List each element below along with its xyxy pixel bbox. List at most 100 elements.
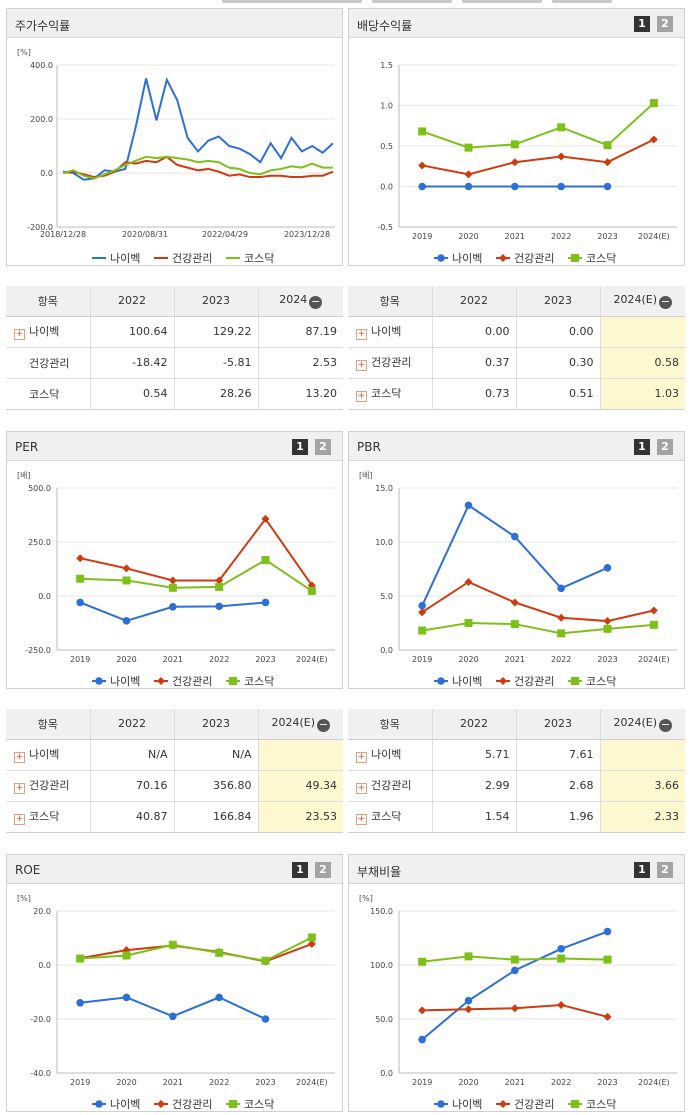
value-cell: 0.54 xyxy=(89,378,174,410)
series-line-nivec xyxy=(62,77,334,181)
y-tick-label: 15.0 xyxy=(375,484,393,493)
value-cell: 40.87 xyxy=(89,801,174,833)
expand-plus-icon[interactable]: + xyxy=(14,814,25,825)
expand-plus-icon[interactable]: + xyxy=(356,391,367,402)
series-health-point xyxy=(261,514,270,523)
value-cell: 87.19 xyxy=(257,316,343,348)
y-tick-label: 200.0 xyxy=(30,115,53,124)
page-1-button[interactable]: 1 xyxy=(292,862,308,878)
expand-plus-icon[interactable]: + xyxy=(356,814,367,825)
y-tick-label: 150.0 xyxy=(370,907,393,916)
collapse-icon[interactable]: − xyxy=(317,717,331,732)
header-label: 2023 xyxy=(544,294,572,308)
expand-plus-icon[interactable]: + xyxy=(14,783,25,794)
series-health-point xyxy=(122,946,131,955)
series-health-point xyxy=(464,577,473,586)
page-1-button[interactable]: 1 xyxy=(634,439,650,455)
series-health-point xyxy=(510,158,519,167)
series-nivec-point xyxy=(169,603,177,611)
expand-plus-icon[interactable]: + xyxy=(356,329,367,340)
series-nivec-point xyxy=(261,598,270,607)
value-cell: 129.22 xyxy=(173,316,258,348)
row-label-cell: + 건강관리 xyxy=(348,347,432,379)
page-1-button[interactable]: 1 xyxy=(634,862,650,878)
y-unit-label: [%] xyxy=(17,894,31,903)
value-cell xyxy=(599,316,685,348)
page-2-button[interactable]: 2 xyxy=(657,16,673,32)
series-kosdaq-point xyxy=(122,576,131,585)
x-tick-label: 2023/12/28 xyxy=(284,230,330,239)
collapse-icon[interactable]: − xyxy=(659,294,673,309)
legend-label-nivec: 나이벡 xyxy=(452,252,482,265)
row-label: 건강관리 xyxy=(371,779,412,792)
page-1-button[interactable]: 1 xyxy=(634,16,650,32)
expand-plus-icon[interactable]: + xyxy=(14,752,25,763)
y-tick-label: -40.0 xyxy=(30,1069,51,1078)
x-tick-label: 2024(E) xyxy=(638,232,670,241)
series-line-health xyxy=(62,155,334,179)
value-cell: 0.00 xyxy=(431,316,516,348)
page-1-button[interactable]: 1 xyxy=(292,439,308,455)
value-cell: 0.51 xyxy=(515,378,600,410)
expand-plus-icon[interactable]: + xyxy=(356,360,367,371)
row-label: 코스닥 xyxy=(371,810,402,823)
legend-nivec-point xyxy=(95,1100,103,1108)
legend-label-kosdaq: 코스닥 xyxy=(586,252,616,265)
y-tick-label: 1.5 xyxy=(380,61,393,70)
y-tick-label: 0.0 xyxy=(380,1069,393,1078)
legend-nivec-point xyxy=(437,1100,445,1108)
row-label-cell: + 건강관리 xyxy=(348,770,432,802)
debt-ratio-line-chart: [%] 150.0 100.0 50.0 0.0 2019 2020 2021 2022 2023… xyxy=(359,894,677,1111)
page-2-button[interactable]: 2 xyxy=(315,439,331,455)
x-tick-label: 2021 xyxy=(505,1078,525,1087)
value-cell: -5.81 xyxy=(173,347,258,379)
chart-title: 부채비율 xyxy=(357,865,402,879)
roe-line-chart: [%]20.0 0.0 -20.0 -40.0 2019 2020 2021 2022 2023… xyxy=(17,894,335,1111)
header-item: 항목 xyxy=(6,709,90,740)
y-tick-label: 100.0 xyxy=(370,961,393,970)
dividend-yield-line-chart: 1.5 1.0 0.5 0.0 -0.5 2019 2020 2021 2022 2023 2024… xyxy=(377,61,677,265)
page-2-button[interactable]: 2 xyxy=(315,862,331,878)
collapse-icon[interactable]: − xyxy=(309,294,323,309)
series-line-kosdaq xyxy=(80,558,313,592)
collapse-icon[interactable]: − xyxy=(659,717,673,732)
legend-label-health: 건강관리 xyxy=(514,675,554,688)
series-nivec-point xyxy=(418,1035,426,1044)
expand-plus-icon[interactable]: + xyxy=(356,752,367,763)
x-tick-label: 2022 xyxy=(551,232,571,241)
series-nivec-point xyxy=(215,993,223,1002)
legend-label-nivec: 나이벡 xyxy=(110,675,140,688)
value-cell: N/A xyxy=(173,739,258,771)
value-cell xyxy=(599,739,685,771)
legend-label-kosdaq: 코스닥 xyxy=(244,1098,274,1111)
panel-header: ROE 1 2 xyxy=(7,855,342,884)
series-kosdaq-point xyxy=(557,123,566,132)
header-label: 2023 xyxy=(202,717,230,731)
expand-plus-icon[interactable]: + xyxy=(14,329,25,340)
value-cell xyxy=(257,739,343,771)
header-label: 2024(E) xyxy=(613,292,658,306)
expand-plus-icon[interactable]: + xyxy=(356,783,367,794)
x-tick-label: 2022 xyxy=(209,655,229,664)
panel-header: PBR 1 2 xyxy=(349,432,684,461)
row-label: 코스닥 xyxy=(29,387,60,401)
header-label: 2024(E) xyxy=(271,715,316,729)
page-2-button[interactable]: 2 xyxy=(657,439,673,455)
legend-label-kosdaq: 코스닥 xyxy=(586,1098,616,1111)
dividend-yield-table: 항목 2022 2023 2024(E) − + 나이벡 0.00 0.00 + 건강관리 0.37 0… xyxy=(348,286,685,410)
table-row: + 코스닥 0.73 0.51 1.03 xyxy=(348,378,685,410)
series-line-health xyxy=(421,580,655,623)
legend-label-nivec: 나이벡 xyxy=(452,675,482,688)
x-tick-label: 2020 xyxy=(116,655,136,664)
header-label: 2023 xyxy=(544,717,572,731)
series-kosdaq-point xyxy=(215,948,224,957)
x-tick-label: 2021 xyxy=(163,655,183,664)
series-kosdaq-point xyxy=(76,574,85,583)
legend-kosdaq-point xyxy=(229,1100,237,1108)
y-tick-label: 0.0 xyxy=(40,169,53,178)
y-unit-label: [%] xyxy=(359,894,373,903)
x-tick-label: 2019 xyxy=(412,232,432,241)
y-tick-label: 10.0 xyxy=(375,538,393,547)
page-2-button[interactable]: 2 xyxy=(657,862,673,878)
x-tick-label: 2020/08/31 xyxy=(122,230,168,239)
